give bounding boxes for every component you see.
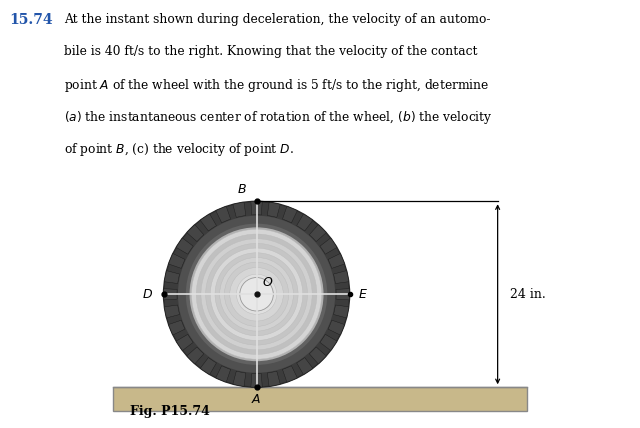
Text: $A$: $A$ [252,393,262,406]
Polygon shape [176,334,193,351]
Polygon shape [233,371,246,386]
Text: $(a)$ the instantaneous center of rotation of the wheel, $(b)$ the velocity: $(a)$ the instantaneous center of rotati… [64,109,492,126]
Polygon shape [268,202,280,217]
Polygon shape [233,202,246,217]
Circle shape [220,258,293,331]
Polygon shape [187,225,204,241]
Circle shape [215,253,298,336]
Circle shape [191,229,321,359]
Polygon shape [268,371,280,386]
Text: point $A$ of the wheel with the ground is 5 ft/s to the right, determine: point $A$ of the wheel with the ground i… [64,77,489,94]
Polygon shape [333,270,349,283]
Polygon shape [251,374,262,387]
Polygon shape [163,288,177,300]
Circle shape [225,262,289,327]
Polygon shape [328,320,344,335]
Text: $D$: $D$ [142,288,154,301]
Polygon shape [309,225,326,241]
Polygon shape [168,253,185,268]
Circle shape [240,277,273,311]
Text: $O$: $O$ [262,276,273,289]
Polygon shape [176,238,193,254]
Polygon shape [320,334,337,351]
Polygon shape [320,238,337,254]
Polygon shape [336,288,349,300]
Polygon shape [164,305,180,318]
Circle shape [178,216,335,373]
Polygon shape [200,214,216,231]
Circle shape [236,274,276,314]
Polygon shape [216,206,230,223]
Polygon shape [333,305,349,318]
Circle shape [163,201,349,387]
Polygon shape [200,357,216,374]
Text: At the instant shown during deceleration, the velocity of an automo-: At the instant shown during deceleration… [64,13,490,26]
Bar [113,387,527,411]
Text: of point $B$, (c) the velocity of point $D$.: of point $B$, (c) the velocity of point … [64,141,294,158]
Polygon shape [282,366,298,382]
Text: $E$: $E$ [358,288,368,301]
Polygon shape [251,201,262,215]
Circle shape [186,224,327,365]
Circle shape [189,227,324,361]
Polygon shape [309,347,326,364]
Polygon shape [297,214,313,231]
Circle shape [205,244,307,345]
Polygon shape [216,366,230,382]
Circle shape [211,248,303,340]
Text: bile is 40 ft/s to the right. Knowing that the velocity of the contact: bile is 40 ft/s to the right. Knowing th… [64,45,477,58]
Text: 15.74: 15.74 [10,13,53,27]
Polygon shape [297,357,313,374]
Polygon shape [328,253,344,268]
Polygon shape [187,347,204,364]
Circle shape [196,234,317,354]
Polygon shape [168,320,185,335]
Circle shape [201,239,312,350]
Polygon shape [282,206,298,223]
Polygon shape [164,270,180,283]
Text: Fig. P15.74: Fig. P15.74 [130,405,209,419]
Text: $B$: $B$ [237,183,246,196]
Circle shape [230,268,284,321]
Text: 24 in.: 24 in. [510,288,546,301]
